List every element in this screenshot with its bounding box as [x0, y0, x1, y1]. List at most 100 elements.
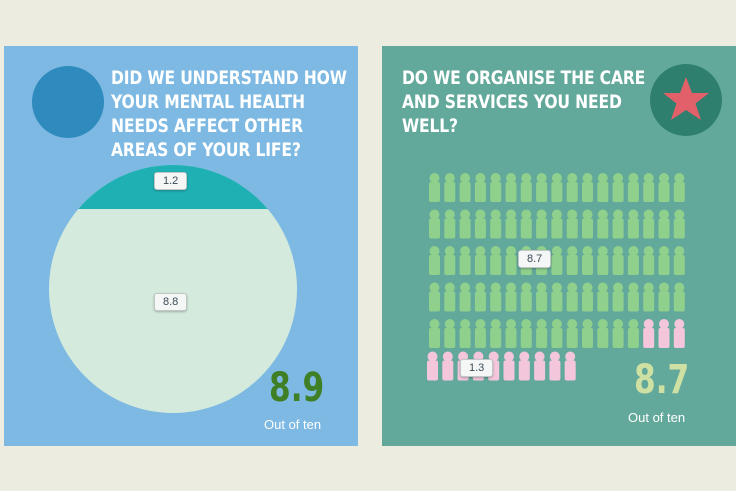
- pictogram-person-major: [566, 319, 578, 348]
- pictogram-person-major: [627, 319, 639, 348]
- pictogram-person-major: [658, 282, 670, 312]
- pictogram-person-major: [597, 246, 609, 275]
- pictogram-person-major: [505, 282, 517, 312]
- pictogram-person-major: [505, 173, 517, 202]
- pictogram-person-major: [444, 319, 456, 348]
- pictogram-person-minor: [564, 351, 576, 381]
- pictogram-person-major: [673, 209, 685, 239]
- panel-title: Did we understand how your mental health…: [111, 67, 347, 161]
- pictogram-person-major: [459, 173, 471, 202]
- pictogram-person-major: [474, 173, 486, 202]
- pictogram-person-minor: [643, 319, 655, 348]
- pictogram-person-major: [429, 246, 440, 275]
- pictogram-person-major: [643, 209, 655, 239]
- pie-slice-major: [49, 165, 297, 413]
- pictogram-person-major: [673, 173, 685, 202]
- pictogram-person-major: [658, 246, 670, 275]
- pictogram-person-major: [582, 319, 593, 348]
- pictogram-person-major: [612, 209, 624, 239]
- pictogram-person-major: [536, 209, 548, 239]
- pictogram-person-major: [474, 246, 486, 275]
- pictogram-person-major: [551, 209, 563, 239]
- pictogram-person-major: [566, 246, 578, 275]
- pictogram-person-major: [582, 282, 593, 312]
- pictogram-person-major: [490, 173, 502, 202]
- pictogram-person-major: [582, 246, 593, 275]
- pictogram-person-major: [597, 173, 609, 202]
- circle-badge-icon: [32, 66, 104, 138]
- pictogram-person-major: [474, 209, 486, 239]
- pictogram-chart: [427, 173, 685, 381]
- pictogram-person-major: [474, 319, 486, 348]
- pictogram-person-major: [643, 282, 655, 312]
- pictogram-person-major: [490, 209, 502, 239]
- pictogram-person-major: [520, 282, 532, 312]
- pictogram-person-major: [643, 246, 655, 275]
- pictogram-person-major: [597, 209, 609, 239]
- score-caption: Out of ten: [264, 417, 322, 432]
- pictogram-person-major: [597, 319, 609, 348]
- pictogram-person-major: [612, 319, 624, 348]
- pictogram-person-major: [551, 246, 563, 275]
- pictogram-person-major: [566, 282, 578, 312]
- pictogram-person-major: [520, 209, 532, 239]
- score-caption: Out of ten: [628, 410, 686, 425]
- pictogram-person-major: [551, 319, 563, 348]
- pictogram-person-major: [505, 319, 517, 348]
- pictogram-person-major: [536, 282, 548, 312]
- pictogram-person-major: [520, 319, 532, 348]
- pictogram-person-major: [444, 209, 456, 239]
- pictogram-person-major: [627, 246, 639, 275]
- pictogram-person-major: [551, 173, 563, 202]
- score-value: 8.7: [634, 357, 690, 403]
- pictogram-person-major: [627, 282, 639, 312]
- pictogram-person-major: [429, 209, 440, 239]
- panel-organising: Do we organise the care and services you…: [382, 46, 736, 446]
- pictogram-person-major: [490, 282, 502, 312]
- pictogram-person-major: [551, 282, 563, 312]
- star-icon: [663, 77, 709, 120]
- pictogram-person-minor: [549, 351, 561, 381]
- pictogram-person-major: [429, 282, 440, 312]
- pictogram-person-major: [643, 173, 655, 202]
- pie-label-minor: 1.2: [154, 172, 188, 190]
- pictogram-person-minor: [503, 351, 515, 381]
- pictogram-person-major: [612, 246, 624, 275]
- pictogram-person-major: [566, 173, 578, 202]
- score-value: 8.9: [269, 365, 325, 411]
- pictogram-person-major: [658, 173, 670, 202]
- pictogram-person-major: [505, 209, 517, 239]
- pictogram-person-major: [459, 209, 471, 239]
- pictogram-person-major: [612, 173, 624, 202]
- pictogram-person-major: [459, 319, 471, 348]
- pictogram-person-major: [490, 319, 502, 348]
- pictogram-person-major: [474, 282, 486, 312]
- pictogram-person-major: [582, 173, 593, 202]
- pictogram-person-major: [505, 246, 517, 275]
- pictogram-person-major: [673, 246, 685, 275]
- pictogram-person-major: [520, 173, 532, 202]
- star-badge: [650, 64, 722, 136]
- pictogram-person-minor: [427, 351, 438, 381]
- pictogram-person-minor: [658, 319, 670, 348]
- pictogram-person-major: [459, 282, 471, 312]
- pictogram-person-major: [597, 282, 609, 312]
- pictogram-person-major: [627, 209, 639, 239]
- pictogram-person-major: [490, 246, 502, 275]
- pie-chart: [49, 165, 297, 413]
- pictogram-person-minor: [534, 351, 546, 381]
- pictogram-person-major: [444, 173, 456, 202]
- pictogram-person-major: [566, 209, 578, 239]
- pictogram-person-minor: [518, 351, 530, 381]
- pictogram-person-major: [429, 173, 440, 202]
- pictogram-person-major: [658, 209, 670, 239]
- pictogram-person-major: [459, 246, 471, 275]
- pictogram-person-major: [429, 319, 440, 348]
- pictogram-person-major: [612, 282, 624, 312]
- pictogram-person-major: [536, 319, 548, 348]
- pictogram-person-minor: [673, 319, 685, 348]
- pictogram-label-major: 8.7: [518, 250, 552, 268]
- pictogram-person-major: [444, 282, 456, 312]
- pictogram-person-major: [627, 173, 639, 202]
- panel-understanding: Did we understand how your mental health…: [4, 46, 358, 446]
